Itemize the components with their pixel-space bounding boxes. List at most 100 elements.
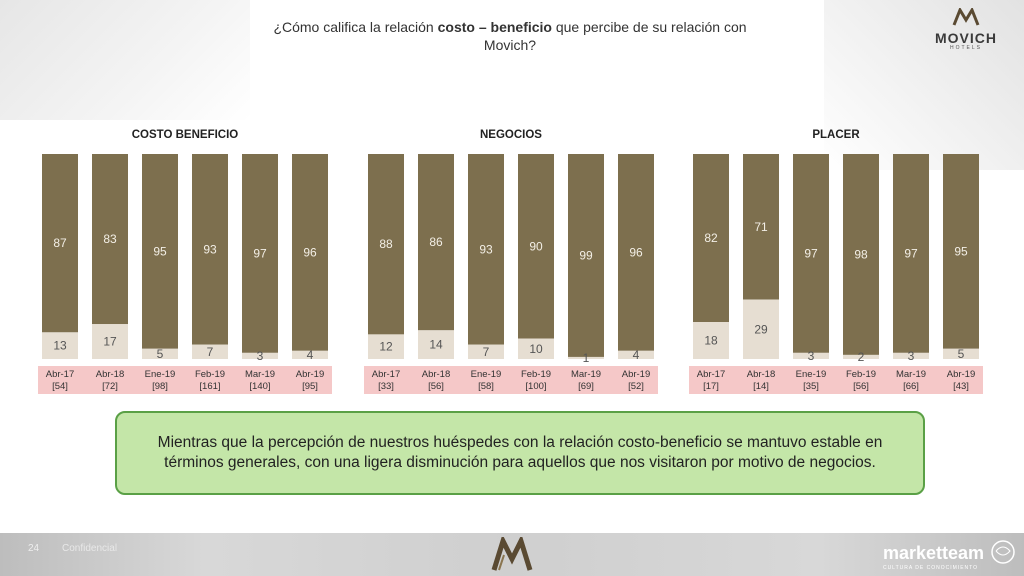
bar-top-segment [468,154,504,345]
category-label: Ene-19 [145,369,176,380]
sample-size-label: [95] [302,381,318,392]
data-label-bottom: 7 [207,345,214,359]
bar-bottom-segment [42,332,78,359]
sample-size-label: [52] [628,381,644,392]
data-label-bottom: 5 [157,347,164,361]
bar-bottom-segment [192,344,228,359]
bar-top-segment [518,154,554,339]
category-label: Feb-19 [195,369,225,380]
bar-top-segment [843,154,879,355]
data-label-top: 95 [153,244,167,258]
data-label-bottom: 3 [257,349,264,363]
category-label: Ene-19 [796,369,827,380]
background-decoration-right [824,0,1024,170]
data-label-bottom: 29 [754,322,768,336]
movich-logo-icon [952,6,980,26]
bar-bottom-segment [92,324,128,359]
data-label-top: 96 [629,245,643,259]
sample-size-label: [35] [803,381,819,392]
data-label-bottom: 7 [483,345,490,359]
data-label-bottom: 5 [958,347,965,361]
data-label-top: 93 [203,242,217,256]
data-label-top: 93 [479,242,493,256]
data-label-top: 71 [754,220,768,234]
bar-top-segment [292,154,328,351]
data-label-top: 97 [253,246,267,260]
category-label-band [38,366,332,394]
category-label: Abr-18 [747,369,776,380]
data-label-top: 97 [904,246,918,260]
sample-size-label: [100] [525,381,546,392]
category-label-band [364,366,658,394]
bar-bottom-segment [468,344,504,359]
sample-size-label: [58] [478,381,494,392]
category-label: Feb-19 [846,369,876,380]
data-label-top: 95 [954,244,968,258]
sample-size-label: [43] [953,381,969,392]
category-label: Mar-19 [571,369,601,380]
marketteam-logo-text: marketteam [882,543,984,563]
sample-size-label: [140] [249,381,270,392]
data-label-top: 90 [529,239,543,253]
category-label: Feb-19 [521,369,551,380]
bar-bottom-segment [142,348,178,359]
category-label: Abr-17 [46,369,75,380]
data-label-top: 98 [854,247,868,261]
movich-footer-logo-icon [491,537,533,571]
sample-size-label: [56] [428,381,444,392]
sample-size-label: [56] [853,381,869,392]
bar-bottom-segment [368,334,404,359]
data-label-bottom: 3 [808,349,815,363]
bar-bottom-segment [618,350,654,359]
sample-size-label: [72] [102,381,118,392]
data-label-bottom: 4 [307,348,314,362]
movich-logo-subtext: HOTELS [949,45,982,51]
category-label: Abr-19 [947,369,976,380]
stacked-bar-charts: COSTO BENEFICIO8713Abr-17[54]8317Abr-18[… [38,129,983,394]
bar-top-segment [142,154,178,349]
bar-top-segment [418,154,454,331]
category-label-band [689,366,983,394]
data-label-top: 82 [704,231,718,245]
brain-icon [991,540,1015,564]
movich-logo: MOVICH HOTELS [926,6,1006,51]
bar-top-segment [693,154,729,323]
background-decoration-left [0,0,250,120]
data-label-bottom: 3 [908,349,915,363]
category-label: Abr-18 [422,369,451,380]
chart-title: NEGOCIOS [480,129,542,141]
data-label-bottom: 14 [429,338,443,352]
confidential-label: Confidencial [62,543,118,554]
category-label: Abr-19 [296,369,325,380]
data-label-bottom: 10 [529,342,543,356]
category-label: Mar-19 [245,369,275,380]
data-label-bottom: 18 [704,334,718,348]
data-label-bottom: 12 [379,340,393,354]
bar-bottom-segment [943,348,979,359]
bar-top-segment [368,154,404,335]
data-label-bottom: 13 [53,339,67,353]
category-label: Abr-19 [622,369,651,380]
data-label-bottom: 4 [633,348,640,362]
category-label: Mar-19 [896,369,926,380]
category-label: Abr-17 [372,369,401,380]
bar-top-segment [893,154,929,353]
bar-top-segment [92,154,128,325]
bar-top-segment [943,154,979,349]
sample-size-label: [161] [199,381,220,392]
category-label: Abr-18 [96,369,125,380]
bar-bottom-segment [292,350,328,359]
bar-bottom-segment [893,352,929,359]
data-label-top: 87 [53,236,67,250]
data-label-top: 96 [303,245,317,259]
bar-bottom-segment [843,354,879,359]
bar-top-segment [192,154,228,345]
marketteam-logo-subtext: CULTURA DE CONOCIMIENTO [882,565,978,571]
sample-size-label: [14] [753,381,769,392]
bar-bottom-segment [793,352,829,359]
data-label-bottom: 2 [858,350,865,364]
page-title: ¿Cómo califica la relación costo – benef… [273,19,747,53]
bar-top-segment [42,154,78,333]
page-number: 24 [28,543,40,554]
category-label: Abr-17 [697,369,726,380]
